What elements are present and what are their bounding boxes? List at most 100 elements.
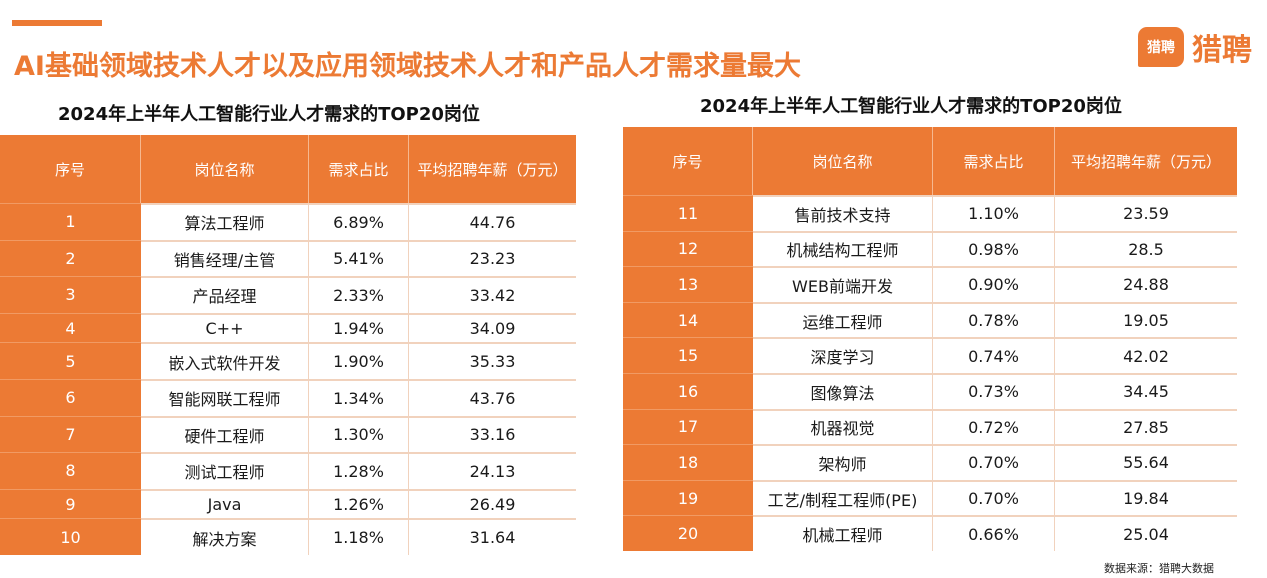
cell-share: 0.70% — [933, 444, 1055, 480]
liepin-logo: 猎聘 猎聘 — [1138, 25, 1252, 69]
cell-rank: 20 — [623, 515, 753, 551]
cell-position: 算法工程师 — [141, 203, 309, 240]
cell-rank: 17 — [623, 408, 753, 445]
table-row: 12 机械结构工程师 0.98% 28.5 — [623, 230, 1237, 267]
cell-rank: 12 — [623, 230, 753, 267]
right-ranking-table: 序号 岗位名称 需求占比 平均招聘年薪（万元） 11 售前技术支持 1.10% 23.… — [623, 127, 1237, 551]
cell-share: 1.18% — [309, 518, 409, 555]
table-header-row: 序号 岗位名称 需求占比 平均招聘年薪（万元） — [623, 127, 1237, 195]
cell-salary: 34.09 — [409, 312, 576, 343]
cell-rank: 10 — [0, 518, 141, 555]
table-row: 18 架构师 0.70% 55.64 — [623, 444, 1237, 480]
cell-position: Java — [141, 488, 309, 519]
cell-rank: 7 — [0, 415, 141, 453]
cell-salary: 27.85 — [1055, 408, 1237, 445]
cell-position: 硬件工程师 — [141, 415, 309, 453]
cell-share: 1.90% — [309, 342, 409, 379]
table-row: 19 工艺/制程工程师(PE) 0.70% 19.84 — [623, 479, 1237, 516]
cell-salary: 55.64 — [1055, 444, 1237, 480]
cell-salary: 42.02 — [1055, 337, 1237, 373]
cell-share: 1.26% — [309, 488, 409, 519]
column-header-share: 需求占比 — [933, 127, 1055, 195]
table-row: 20 机械工程师 0.66% 25.04 — [623, 515, 1237, 551]
cell-rank: 4 — [0, 312, 141, 343]
cell-salary: 44.76 — [409, 203, 576, 240]
cell-position: 嵌入式软件开发 — [141, 342, 309, 379]
column-header-position: 岗位名称 — [753, 127, 933, 195]
cell-position: 产品经理 — [141, 276, 309, 313]
cell-salary: 25.04 — [1055, 515, 1237, 551]
table-row: 14 运维工程师 0.78% 19.05 — [623, 301, 1237, 338]
cell-salary: 34.45 — [1055, 372, 1237, 409]
cell-share: 0.73% — [933, 372, 1055, 409]
column-header-share: 需求占比 — [309, 135, 409, 203]
cell-rank: 3 — [0, 276, 141, 313]
cell-rank: 8 — [0, 452, 141, 489]
accent-bar — [12, 20, 102, 26]
cell-share: 2.33% — [309, 276, 409, 313]
column-header-rank: 序号 — [0, 135, 141, 203]
cell-share: 0.78% — [933, 301, 1055, 338]
column-header-salary: 平均招聘年薪（万元） — [409, 135, 576, 203]
cell-position: 架构师 — [753, 444, 933, 480]
page-title: AI基础领域技术人才以及应用领域技术人才和产品人才需求量最大 — [14, 51, 801, 82]
cell-position: WEB前端开发 — [753, 266, 933, 302]
cell-salary: 43.76 — [409, 378, 576, 416]
left-table-title: 2024年上半年人工智能行业人才需求的TOP20岗位 — [58, 104, 480, 125]
cell-position: 运维工程师 — [753, 301, 933, 338]
cell-share: 0.90% — [933, 266, 1055, 302]
cell-position: 解决方案 — [141, 518, 309, 555]
cell-salary: 24.88 — [1055, 266, 1237, 302]
table-row: 3 产品经理 2.33% 33.42 — [0, 276, 576, 313]
cell-position: 机械工程师 — [753, 515, 933, 551]
cell-salary: 33.42 — [409, 276, 576, 313]
cell-rank: 16 — [623, 372, 753, 409]
cell-rank: 13 — [623, 266, 753, 302]
cell-rank: 11 — [623, 195, 753, 231]
table-row: 7 硬件工程师 1.30% 33.16 — [0, 415, 576, 453]
cell-position: 智能网联工程师 — [141, 378, 309, 416]
cell-rank: 5 — [0, 342, 141, 379]
table-header-row: 序号 岗位名称 需求占比 平均招聘年薪（万元） — [0, 135, 576, 203]
cell-rank: 6 — [0, 378, 141, 416]
cell-position: 售前技术支持 — [753, 195, 933, 231]
table-row: 4 C++ 1.94% 34.09 — [0, 312, 576, 343]
cell-salary: 23.23 — [409, 239, 576, 277]
table-row: 17 机器视觉 0.72% 27.85 — [623, 408, 1237, 445]
table-row: 1 算法工程师 6.89% 44.76 — [0, 203, 576, 240]
cell-share: 1.28% — [309, 452, 409, 489]
cell-share: 0.74% — [933, 337, 1055, 373]
cell-salary: 31.64 — [409, 518, 576, 555]
column-header-position: 岗位名称 — [141, 135, 309, 203]
cell-position: 图像算法 — [753, 372, 933, 409]
left-ranking-table: 序号 岗位名称 需求占比 平均招聘年薪（万元） 1 算法工程师 6.89% 44.76… — [0, 135, 576, 555]
table-row: 8 测试工程师 1.28% 24.13 — [0, 452, 576, 489]
column-header-salary: 平均招聘年薪（万元） — [1055, 127, 1237, 195]
cell-share: 0.72% — [933, 408, 1055, 445]
cell-rank: 9 — [0, 488, 141, 519]
cell-share: 6.89% — [309, 203, 409, 240]
table-row: 16 图像算法 0.73% 34.45 — [623, 372, 1237, 409]
cell-salary: 28.5 — [1055, 230, 1237, 267]
cell-position: 机械结构工程师 — [753, 230, 933, 267]
cell-rank: 2 — [0, 239, 141, 277]
table-row: 9 Java 1.26% 26.49 — [0, 488, 576, 519]
cell-salary: 19.84 — [1055, 479, 1237, 516]
cell-share: 1.94% — [309, 312, 409, 343]
cell-position: C++ — [141, 312, 309, 343]
logo-text: 猎聘 — [1192, 33, 1252, 68]
cell-position: 机器视觉 — [753, 408, 933, 445]
cell-share: 1.34% — [309, 378, 409, 416]
table-row: 5 嵌入式软件开发 1.90% 35.33 — [0, 342, 576, 379]
cell-rank: 18 — [623, 444, 753, 480]
cell-share: 0.66% — [933, 515, 1055, 551]
cell-salary: 24.13 — [409, 452, 576, 489]
cell-salary: 35.33 — [409, 342, 576, 379]
right-table-title: 2024年上半年人工智能行业人才需求的TOP20岗位 — [700, 96, 1122, 117]
cell-share: 0.70% — [933, 479, 1055, 516]
table-row: 13 WEB前端开发 0.90% 24.88 — [623, 266, 1237, 302]
cell-rank: 15 — [623, 337, 753, 373]
cell-salary: 19.05 — [1055, 301, 1237, 338]
logo-badge-icon: 猎聘 — [1138, 27, 1184, 67]
cell-share: 5.41% — [309, 239, 409, 277]
